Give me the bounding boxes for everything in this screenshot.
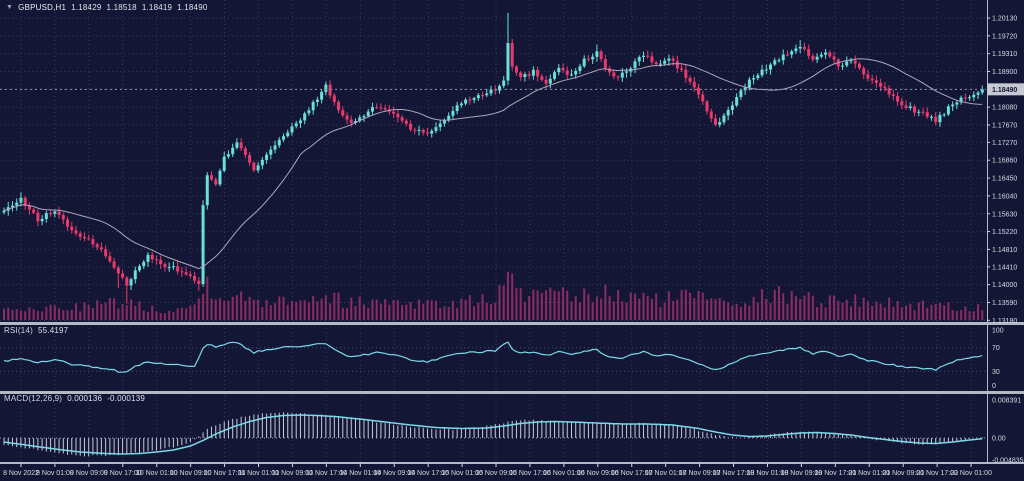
rsi-axis[interactable]: 100 70 30 0 (992, 328, 1004, 391)
ma-line (3, 58, 983, 270)
svg-text:15 Nov 17:00: 15 Nov 17:00 (509, 470, 551, 477)
svg-text:1.16040: 1.16040 (992, 193, 1017, 200)
svg-text:22 Nov 01:00: 22 Nov 01:00 (950, 470, 992, 477)
svg-text:9 Nov 17:00: 9 Nov 17:00 (104, 470, 142, 477)
svg-text:1.18490: 1.18490 (992, 87, 1017, 94)
macd-signal-line (3, 414, 983, 455)
low-value: 1.18419 (141, 3, 173, 12)
svg-text:1.19310: 1.19310 (992, 51, 1017, 58)
rsi-pane-label: RSI(14) 55.4197 (4, 326, 68, 335)
open-value: 1.18429 (71, 3, 102, 12)
svg-text:14 Nov 17:00: 14 Nov 17:00 (407, 470, 449, 477)
svg-text:21 Nov 09:00: 21 Nov 09:00 (882, 470, 924, 477)
svg-text:1.15220: 1.15220 (992, 229, 1017, 236)
svg-text:1.16450: 1.16450 (992, 176, 1017, 183)
svg-text:17 Nov 17:00: 17 Nov 17:00 (713, 470, 755, 477)
svg-text:8 Nov 2022: 8 Nov 2022 (3, 470, 39, 477)
svg-text:30: 30 (992, 369, 1000, 376)
svg-text:0: 0 (992, 383, 996, 390)
macd-histogram (3, 412, 983, 457)
svg-text:10 Nov 01:00: 10 Nov 01:00 (136, 470, 178, 477)
svg-text:18 Nov 09:00: 18 Nov 09:00 (781, 470, 823, 477)
current-price-tag: 1.18490 (987, 83, 1024, 96)
svg-text:1.18080: 1.18080 (992, 105, 1017, 112)
grid-layer (0, 0, 986, 462)
rsi-line (3, 341, 983, 373)
macd-label: MACD(12,26,9) (4, 394, 63, 403)
symbol-marker-icon: ▼ (6, 4, 14, 11)
svg-text:11 Nov 09:00: 11 Nov 09:00 (272, 470, 313, 477)
svg-text:0.008391: 0.008391 (992, 398, 1021, 405)
svg-text:14 Nov 01:00: 14 Nov 01:00 (339, 470, 381, 477)
macd-pane-label: MACD(12,26,9) 0.000136 -0.000139 (4, 394, 145, 403)
pane-separators (0, 0, 1024, 464)
svg-text:18 Nov 01:00: 18 Nov 01:00 (747, 470, 789, 477)
svg-text:16 Nov 17:00: 16 Nov 17:00 (611, 470, 653, 477)
svg-text:17 Nov 01:00: 17 Nov 01:00 (645, 470, 687, 477)
svg-text:17 Nov 09:00: 17 Nov 09:00 (679, 470, 721, 477)
svg-text:-0.004835: -0.004835 (992, 458, 1024, 465)
svg-text:9 Nov 01:00: 9 Nov 01:00 (36, 470, 74, 477)
svg-text:16 Nov 01:00: 16 Nov 01:00 (543, 470, 585, 477)
chart-title: ▼ GBPUSD,H1 1.18429 1.18518 1.18419 1.18… (6, 3, 208, 12)
svg-text:11 Nov 17:00: 11 Nov 17:00 (306, 470, 347, 477)
svg-text:11 Nov 01:00: 11 Nov 01:00 (238, 470, 279, 477)
svg-text:16 Nov 09:00: 16 Nov 09:00 (577, 470, 619, 477)
symbol-label: GBPUSD,H1 (18, 3, 67, 12)
svg-text:1.18900: 1.18900 (992, 69, 1017, 76)
svg-text:1.17670: 1.17670 (992, 123, 1017, 130)
svg-text:1.13180: 1.13180 (992, 318, 1017, 325)
svg-text:1.15630: 1.15630 (992, 211, 1017, 218)
svg-text:1.16860: 1.16860 (992, 158, 1017, 165)
svg-text:9 Nov 09:00: 9 Nov 09:00 (70, 470, 108, 477)
svg-text:70: 70 (992, 345, 1000, 352)
svg-text:21 Nov 01:00: 21 Nov 01:00 (848, 470, 890, 477)
macd-signal-value: -0.000139 (107, 394, 145, 403)
svg-text:10 Nov 17:00: 10 Nov 17:00 (204, 470, 246, 477)
svg-text:21 Nov 17:00: 21 Nov 17:00 (916, 470, 958, 477)
svg-text:0.00: 0.00 (992, 436, 1006, 443)
svg-text:1.17270: 1.17270 (992, 140, 1017, 147)
svg-text:1.14410: 1.14410 (992, 264, 1017, 271)
svg-text:1.14000: 1.14000 (992, 282, 1017, 289)
macd-main-value: 0.000136 (67, 394, 103, 403)
high-value: 1.18518 (106, 3, 137, 12)
candles-layer (2, 12, 984, 304)
rsi-label: RSI(14) (4, 326, 33, 335)
svg-text:15 Nov 01:00: 15 Nov 01:00 (441, 470, 483, 477)
svg-text:1.20130: 1.20130 (992, 16, 1017, 23)
price-axis[interactable]: 1.20130 1.19720 1.19310 1.18900 1.18080 1.176… (987, 16, 1017, 325)
macd-axis[interactable]: 0.008391 0.00 -0.004835 (992, 398, 1024, 465)
volume-bars (3, 271, 984, 320)
svg-text:10 Nov 09:00: 10 Nov 09:00 (170, 470, 212, 477)
svg-text:1.14810: 1.14810 (992, 247, 1017, 254)
svg-text:100: 100 (992, 328, 1004, 335)
svg-text:14 Nov 09:00: 14 Nov 09:00 (373, 470, 415, 477)
rsi-value: 55.4197 (37, 326, 69, 335)
svg-text:18 Nov 17:00: 18 Nov 17:00 (814, 470, 856, 477)
svg-text:1.19720: 1.19720 (992, 33, 1017, 40)
svg-text:15 Nov 09:00: 15 Nov 09:00 (475, 470, 517, 477)
svg-text:1.13590: 1.13590 (992, 300, 1017, 307)
close-value: 1.18490 (177, 3, 208, 12)
